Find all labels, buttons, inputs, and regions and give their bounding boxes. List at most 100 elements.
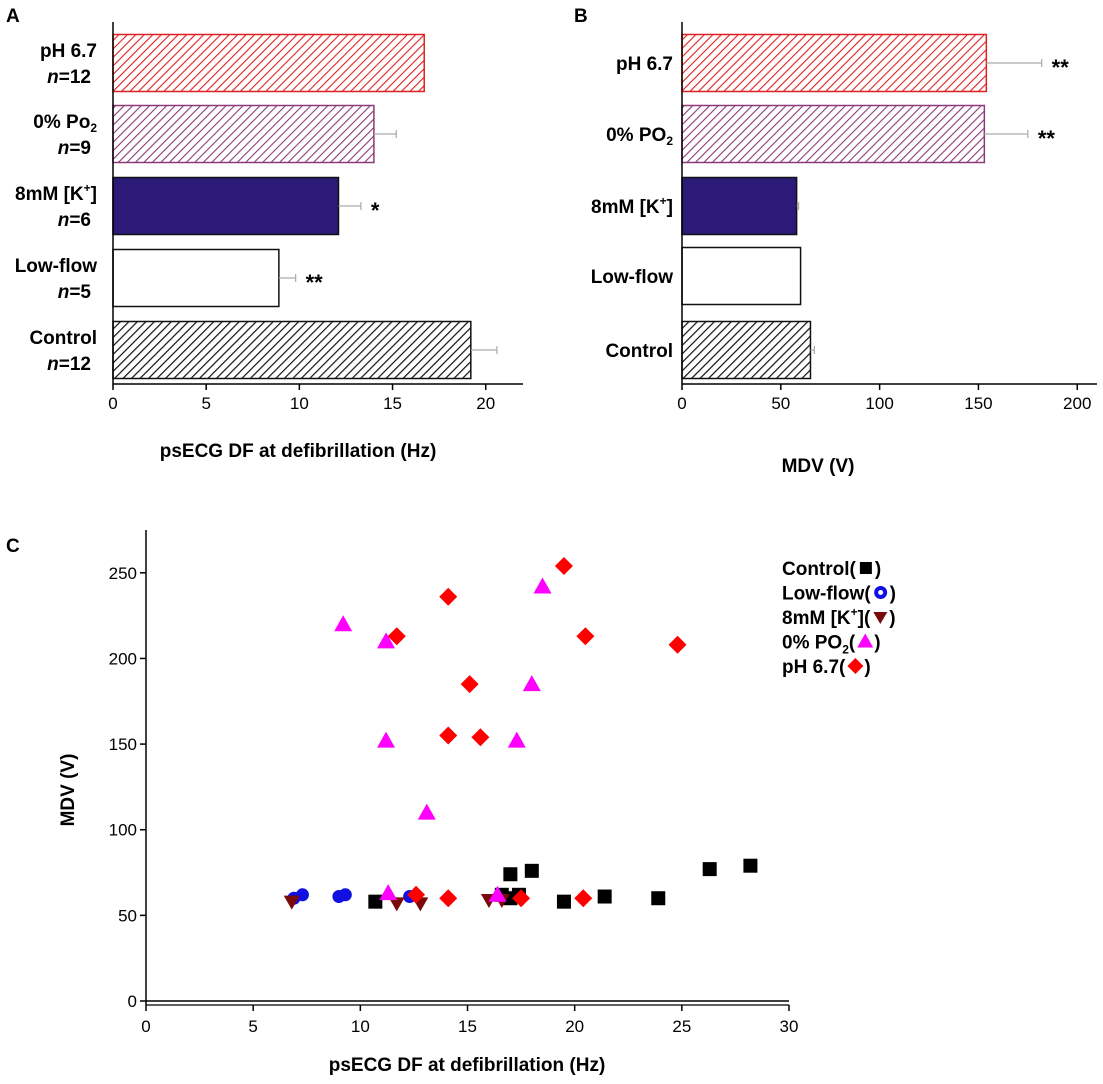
c-series-4 [387,556,687,908]
a-significance-marker: * [371,198,380,223]
a-x-tick-label: 20 [476,394,495,413]
legend-paren: ) [889,608,895,629]
a-n-label: n=12 [47,67,91,88]
scatter-point [576,627,595,646]
scatter-point [554,556,573,575]
a-bar [112,104,375,164]
c-x-tick-label: 0 [141,1017,150,1036]
a-category-label: Control [29,328,97,349]
b-x-tick-label: 50 [771,394,790,413]
c-y-tick-label: 0 [128,992,137,1011]
legend-marker-3 [857,633,874,648]
c-series-3 [334,577,552,902]
a-n-label: n=12 [47,354,91,375]
scatter-point [488,885,507,902]
legend-item-4: pH 6.7( [782,657,846,678]
b-category-label: Control [605,341,673,362]
scatter-point [524,863,539,878]
scatter-point [377,632,396,649]
b-x-tick-label: 100 [865,394,893,413]
b-x-tick-label: 0 [677,394,686,413]
scatter-point [368,894,383,909]
a-n-label: n=6 [58,210,91,231]
b-x-tick-label: 200 [1063,394,1091,413]
c-x-tick-label: 15 [458,1017,477,1036]
panel-a-letter: A [6,6,20,27]
a-bar [112,176,340,236]
c-x-tick-label: 25 [672,1017,691,1036]
b-significance-marker: ** [1038,126,1056,151]
b-x-tick-label: 150 [964,394,992,413]
scatter-point [295,888,309,902]
scatter-point [512,889,531,908]
scatter-point [503,867,518,882]
scatter-point [439,726,458,745]
a-bar [112,248,280,308]
panel-a-chart: pH 6.7 n=12 0% Po2 n=9 * 8mM [K+] n=6 ** Low-flo… [15,22,523,462]
scatter-point [597,889,612,904]
scatter-point [379,884,398,901]
scatter-point [283,895,300,910]
legend-paren: ) [875,559,881,580]
a-x-tick-label: 10 [290,394,309,413]
b-bar [681,104,986,164]
scatter-point [533,577,552,594]
legend-marker-0 [859,562,872,574]
scatter-point [377,731,396,748]
scatter-point [460,675,479,694]
scatter-point [387,627,406,646]
a-category-label: Low-flow [15,256,98,277]
scatter-point [651,891,666,906]
legend-item-0: Control( [782,559,857,580]
a-n-label: n=9 [58,138,91,159]
scatter-point [417,803,436,820]
legend-item-1: Low-flow( [782,584,871,605]
b-category-label: Low-flow [591,267,674,288]
panel-a-x-axis-label: psECG DF at defibrillation (Hz) [160,441,437,462]
scatter-point [574,889,593,908]
b-category-label: 8mM [K+] [591,194,673,218]
scatter-point [507,731,526,748]
scatter-point [334,615,353,632]
scatter-point [743,858,758,873]
scatter-point [439,587,458,606]
legend-item-2: 8mM [K+]( [782,605,871,629]
c-x-tick-label: 20 [565,1017,584,1036]
b-significance-marker: ** [1052,55,1070,80]
scatter-point [407,885,426,904]
panel-c-legend: Control()Low-flow()8mM [K+]()0% PO2()pH … [782,559,896,678]
legend-marker-4 [847,658,864,674]
legend-paren: ) [864,657,870,678]
panel-b-letter: B [574,6,588,27]
a-significance-marker: ** [306,270,324,295]
a-x-tick-label: 15 [383,394,402,413]
c-series-0 [368,858,758,909]
b-bar [681,246,802,306]
a-bar [112,33,425,93]
panel-c-y-axis-label: MDV (V) [58,754,79,827]
a-bar [112,320,472,380]
scatter-point [668,635,687,654]
panel-c-x-axis-label: psECG DF at defibrillation (Hz) [329,1055,606,1076]
c-y-tick-label: 200 [109,649,137,668]
a-category-label: 8mM [K+] [15,181,97,205]
legend-marker-1 [874,586,888,599]
legend-paren: ) [890,584,896,605]
panel-c-letter: C [6,536,20,557]
a-x-tick-label: 5 [201,394,210,413]
b-bar [681,176,798,236]
c-y-tick-label: 100 [109,821,137,840]
c-y-tick-label: 50 [118,906,137,925]
scatter-point [388,897,405,912]
b-bar [681,320,812,380]
a-n-label: n=5 [58,282,92,303]
legend-item-3: 0% PO2( [782,633,856,657]
legend-paren: ) [874,633,880,654]
legend-marker-2 [873,612,888,624]
scatter-point [556,894,571,909]
scatter-point [522,675,541,692]
c-y-tick-label: 150 [109,735,137,754]
c-y-tick-label: 250 [109,564,137,583]
